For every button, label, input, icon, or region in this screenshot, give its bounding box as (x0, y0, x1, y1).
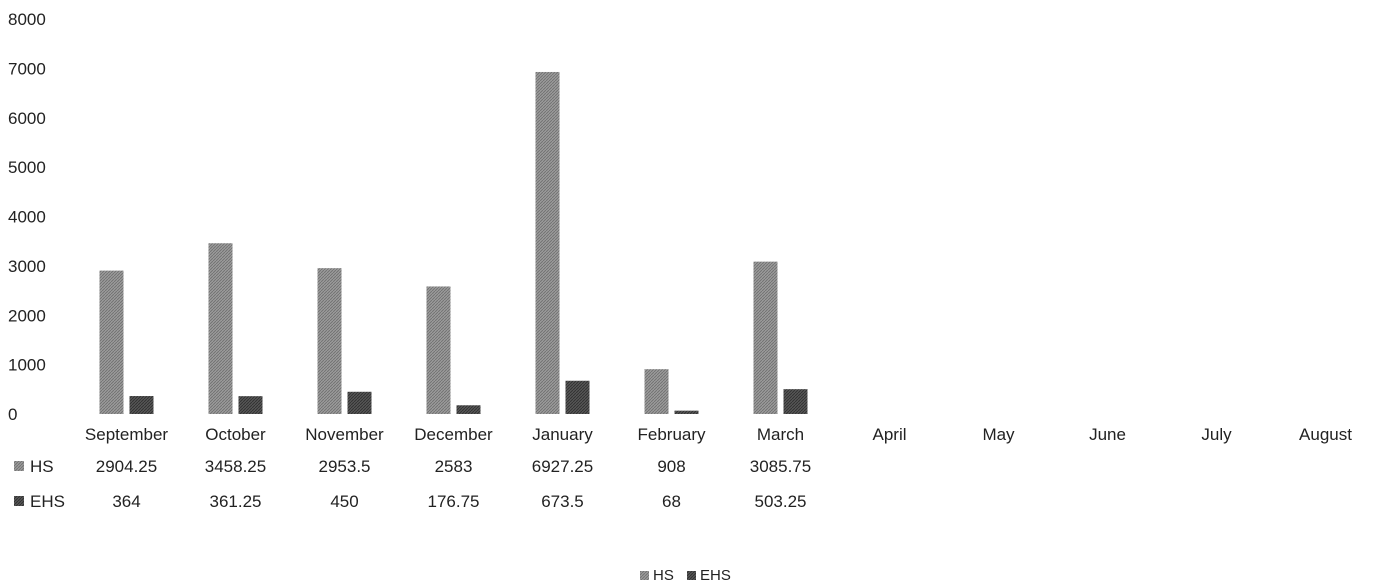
bars (99, 71, 808, 414)
hs-value-label: 2904.25 (96, 457, 157, 476)
y-tick-label: 3000 (8, 257, 46, 276)
hs-bar (99, 270, 124, 414)
hs-bar (317, 268, 342, 414)
y-tick-label: 7000 (8, 59, 46, 78)
category-labels: September October November December January F… (85, 425, 1352, 444)
ehs-value-label: 503.25 (755, 492, 807, 511)
category-label: April (872, 425, 906, 444)
data-table: HS 2904.25 3458.25 2953.5 2583 6927.25 908 3085… (14, 457, 811, 511)
hs-value-label: 2953.5 (319, 457, 371, 476)
y-tick-label: 6000 (8, 109, 46, 128)
ehs-value-label: 673.5 (541, 492, 584, 511)
ehs-bar (238, 396, 263, 414)
y-tick-label: 5000 (8, 158, 46, 177)
category-label: November (305, 425, 384, 444)
category-label: May (982, 425, 1015, 444)
hs-value-label: 908 (657, 457, 685, 476)
hs-value-label: 3458.25 (205, 457, 266, 476)
y-tick-label: 2000 (8, 306, 46, 325)
y-tick-label: 4000 (8, 208, 46, 227)
ehs-bar (347, 391, 372, 414)
hs-row-swatch (14, 461, 24, 471)
hs-value-label: 3085.75 (750, 457, 811, 476)
hs-row-label: HS (30, 457, 54, 476)
ehs-value-label: 450 (330, 492, 358, 511)
category-label: June (1089, 425, 1126, 444)
category-label: September (85, 425, 168, 444)
hs-bar (753, 261, 778, 414)
category-label: December (414, 425, 493, 444)
legend: HS EHS (640, 567, 731, 584)
hs-bar (535, 71, 560, 414)
ehs-row-label: EHS (30, 492, 65, 511)
ehs-value-label: 68 (662, 492, 681, 511)
y-tick-label: 8000 (8, 10, 46, 29)
y-tick-label: 1000 (8, 356, 46, 375)
category-label: February (637, 425, 706, 444)
ehs-value-label: 361.25 (210, 492, 262, 511)
ehs-bar (456, 405, 481, 414)
category-label: January (532, 425, 593, 444)
category-label: August (1299, 425, 1352, 444)
ehs-legend-swatch (687, 571, 696, 580)
y-tick-label: 0 (8, 405, 17, 424)
ehs-bar (783, 389, 808, 414)
ehs-bar (129, 396, 154, 414)
category-label: July (1201, 425, 1232, 444)
category-label: March (757, 425, 804, 444)
ehs-legend-label: EHS (700, 567, 731, 584)
ehs-bar (674, 410, 699, 414)
hs-legend-swatch (640, 571, 649, 580)
hs-bar (426, 286, 451, 414)
y-axis: 0 1000 2000 3000 4000 5000 6000 7000 8000 (8, 10, 46, 424)
ehs-row-swatch (14, 496, 24, 506)
hs-legend-label: HS (653, 567, 674, 584)
hs-bar (644, 369, 669, 414)
ehs-bar (565, 380, 590, 414)
hs-bar (208, 243, 233, 414)
ehs-value-label: 364 (112, 492, 140, 511)
hs-value-label: 6927.25 (532, 457, 593, 476)
category-label: October (205, 425, 266, 444)
hs-value-label: 2583 (435, 457, 473, 476)
ehs-value-label: 176.75 (428, 492, 480, 511)
